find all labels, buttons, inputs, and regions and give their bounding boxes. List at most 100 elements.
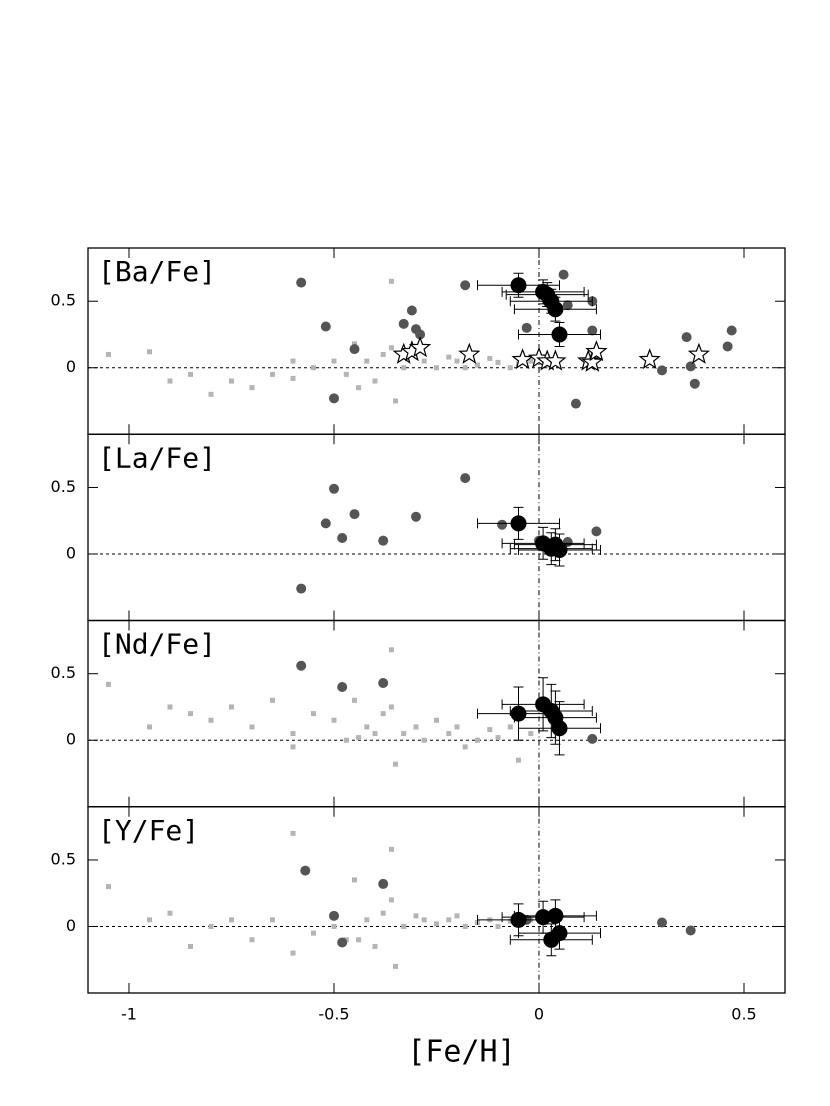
field-star (290, 375, 296, 381)
star-point (726, 325, 737, 336)
panel: [La/Fe] 0 0.5 (51, 433, 786, 622)
field-star (208, 717, 214, 723)
field-star (401, 731, 407, 737)
field-star (475, 737, 480, 743)
field-star (352, 341, 357, 347)
field-star (446, 354, 452, 360)
star-point (337, 533, 348, 544)
field-star (229, 917, 234, 923)
star-point (657, 365, 667, 376)
field-star (270, 917, 275, 923)
field-star (516, 757, 521, 763)
y-tick-label: 0.5 (51, 849, 76, 868)
star-point (722, 341, 733, 352)
star-point (570, 398, 581, 409)
panel-label: [La/Fe] (98, 441, 216, 474)
field-star (462, 365, 468, 371)
star-point (349, 344, 360, 355)
star-point (337, 937, 348, 948)
field-star (380, 351, 386, 357)
field-star (106, 351, 111, 357)
field-star (434, 717, 439, 723)
field-star (356, 385, 362, 391)
panel-label: [Ba/Fe] (98, 255, 216, 288)
field-star (188, 371, 193, 377)
field-star (167, 910, 173, 916)
cluster-star (547, 301, 564, 318)
field-star (331, 717, 337, 723)
field-star (421, 917, 427, 923)
star-marker (544, 349, 567, 371)
star-point (415, 329, 426, 340)
field-star (147, 349, 152, 355)
star-marker (408, 336, 432, 358)
field-star (421, 358, 427, 364)
field-star (311, 930, 316, 936)
field-star (393, 963, 398, 969)
star-point (398, 318, 409, 329)
field-star (167, 704, 173, 710)
star-point (378, 878, 389, 889)
field-star (208, 923, 214, 929)
star-point (587, 733, 598, 744)
field-star (229, 704, 234, 710)
field-star (393, 761, 398, 767)
star-point (378, 678, 389, 689)
cluster-star (510, 515, 527, 532)
star-point (685, 361, 696, 372)
y-tick-label: 0 (66, 730, 76, 749)
field-star (434, 921, 439, 927)
field-star (352, 697, 357, 703)
field-star (421, 737, 427, 743)
star-point (296, 660, 307, 671)
star-point (329, 910, 339, 921)
field-star (356, 937, 362, 943)
field-star (495, 735, 501, 741)
star-marker (638, 348, 661, 370)
cluster-star (510, 705, 527, 722)
field-star (388, 846, 394, 852)
field-star (270, 371, 275, 377)
x-tick-label: -0.5 (318, 1005, 349, 1024)
field-star (106, 884, 111, 890)
star-point (349, 509, 360, 520)
star-point (681, 332, 692, 343)
field-star (188, 943, 193, 949)
star-point (300, 865, 311, 876)
field-star (507, 918, 513, 924)
field-star (290, 358, 296, 364)
field-star (229, 378, 234, 384)
cluster-star (510, 277, 527, 294)
panel: [Y/Fe] [Fe/H] -1 -0.5 0 0.5 0 0.5 (51, 806, 786, 1070)
star-marker (458, 342, 481, 364)
field-star (434, 365, 439, 371)
field-star (147, 724, 152, 730)
cluster-star (551, 326, 568, 343)
star-marker (687, 342, 711, 364)
panel-label: [Y/Fe] (98, 814, 199, 847)
cluster-star (551, 720, 568, 737)
field-star (208, 391, 214, 397)
cluster-star (510, 911, 527, 928)
field-star (388, 704, 394, 710)
star-marker (581, 350, 604, 372)
field-star (167, 378, 173, 384)
field-star (364, 724, 370, 730)
field-star (401, 365, 407, 371)
field-star (364, 358, 370, 364)
field-star (401, 923, 407, 929)
panel-frame (87, 806, 786, 994)
field-star (270, 697, 275, 703)
x-tick-label: 0.5 (731, 1005, 756, 1024)
y-tick-label: 0.5 (51, 291, 76, 310)
field-star (388, 647, 394, 653)
panel-label: [Nd/Fe] (98, 628, 216, 661)
field-star (311, 711, 316, 717)
field-star (311, 365, 316, 371)
field-star (249, 937, 255, 943)
field-star (454, 913, 460, 919)
star-point (685, 925, 696, 936)
field-star (528, 358, 534, 364)
x-tick-label: -1 (121, 1005, 137, 1024)
